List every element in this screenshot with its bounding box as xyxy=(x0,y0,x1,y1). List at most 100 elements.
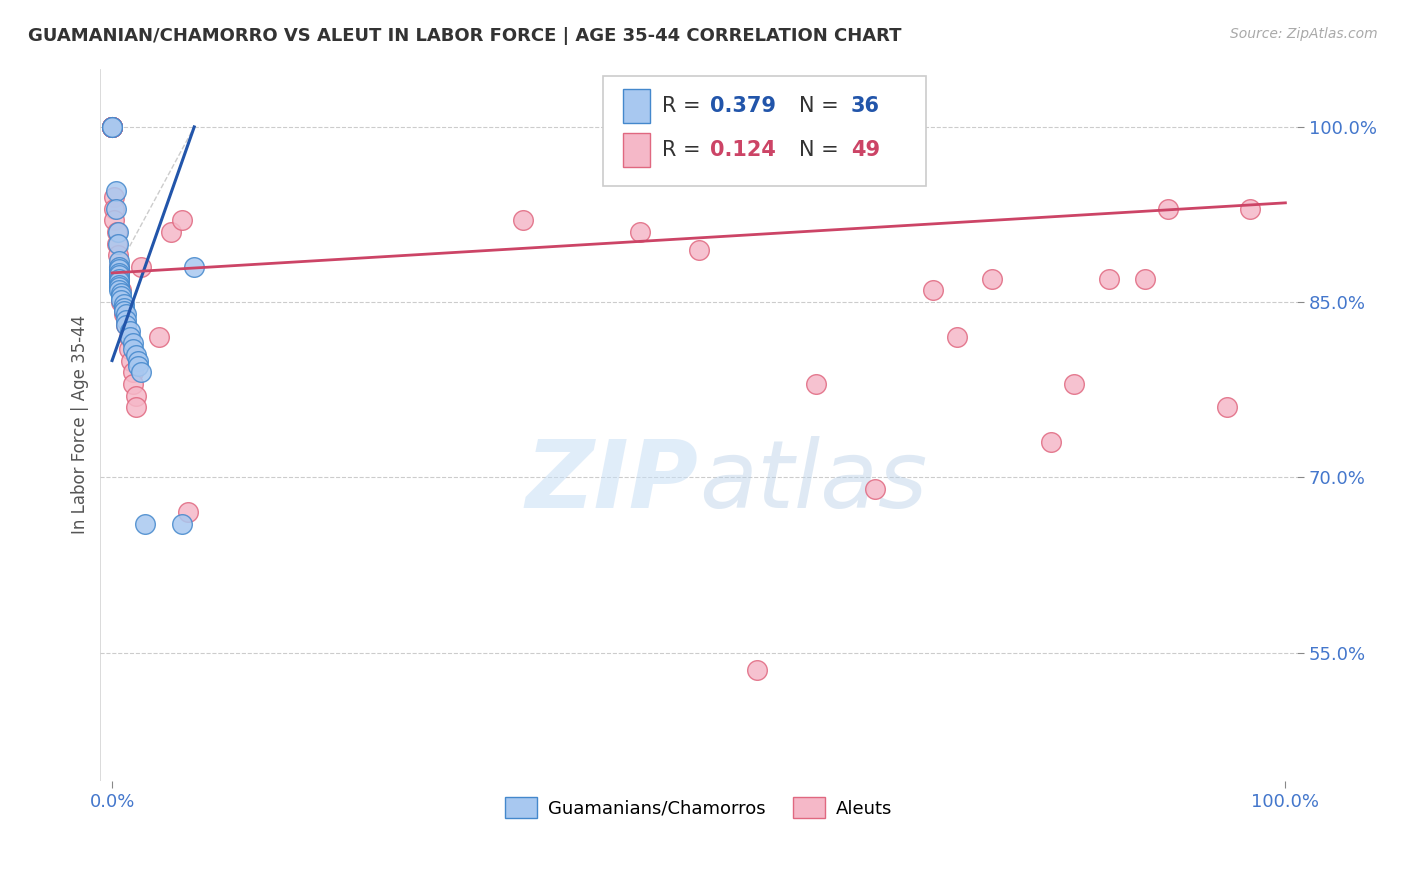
Point xyxy=(946,330,969,344)
Point xyxy=(108,260,131,274)
Point xyxy=(115,318,138,333)
Point xyxy=(110,295,132,310)
Point xyxy=(131,260,153,274)
Point xyxy=(112,297,135,311)
Point xyxy=(101,120,124,134)
Point xyxy=(112,307,135,321)
Point xyxy=(101,120,124,134)
Point xyxy=(110,293,132,307)
Point xyxy=(115,312,138,326)
Point xyxy=(103,213,125,227)
Point xyxy=(1098,272,1121,286)
Point xyxy=(177,505,200,519)
Point xyxy=(1216,401,1239,415)
Point xyxy=(104,202,127,216)
Text: ZIP: ZIP xyxy=(526,436,699,528)
Point xyxy=(688,243,710,257)
Point xyxy=(124,388,146,402)
Point xyxy=(103,190,125,204)
Point xyxy=(110,284,132,298)
Text: N =: N = xyxy=(799,140,845,160)
Point xyxy=(108,268,131,283)
Point xyxy=(159,225,181,239)
Point xyxy=(922,284,945,298)
Point xyxy=(108,260,131,274)
Point xyxy=(1157,202,1180,216)
Point xyxy=(981,272,1004,286)
Point xyxy=(124,401,146,415)
Point xyxy=(127,353,149,368)
Point xyxy=(118,330,141,344)
Text: GUAMANIAN/CHAMORRO VS ALEUT IN LABOR FORCE | AGE 35-44 CORRELATION CHART: GUAMANIAN/CHAMORRO VS ALEUT IN LABOR FOR… xyxy=(28,27,901,45)
Point xyxy=(107,236,129,251)
Point xyxy=(122,336,145,351)
Point xyxy=(108,262,131,277)
Y-axis label: In Labor Force | Age 35-44: In Labor Force | Age 35-44 xyxy=(72,315,89,534)
Point xyxy=(107,248,129,262)
Text: R =: R = xyxy=(662,96,707,116)
Point xyxy=(117,330,139,344)
Point xyxy=(101,120,124,134)
Point xyxy=(115,307,138,321)
Point xyxy=(148,330,170,344)
Legend: Guamanians/Chamorros, Aleuts: Guamanians/Chamorros, Aleuts xyxy=(498,790,900,825)
Text: N =: N = xyxy=(799,96,845,116)
Point xyxy=(112,304,135,318)
Point xyxy=(108,274,131,288)
Point xyxy=(512,213,534,227)
Point xyxy=(105,236,128,251)
Point xyxy=(108,280,131,294)
FancyBboxPatch shape xyxy=(603,76,927,186)
Text: 36: 36 xyxy=(851,96,880,116)
Point xyxy=(101,120,124,134)
Point xyxy=(101,120,124,134)
Point xyxy=(112,301,135,315)
Point xyxy=(105,225,128,239)
Point xyxy=(110,285,132,300)
Point xyxy=(1239,202,1261,216)
Point xyxy=(118,324,141,338)
Point xyxy=(628,225,651,239)
Bar xyxy=(623,133,650,167)
Point xyxy=(101,120,124,134)
Point xyxy=(108,266,131,280)
Point xyxy=(108,277,131,292)
Point xyxy=(103,202,125,216)
Text: atlas: atlas xyxy=(699,436,927,527)
Text: 0.379: 0.379 xyxy=(710,96,776,116)
Point xyxy=(183,260,205,274)
Point xyxy=(747,663,769,677)
Point xyxy=(110,289,132,303)
Point xyxy=(120,353,142,368)
Point xyxy=(101,120,124,134)
Point xyxy=(101,120,124,134)
Point xyxy=(108,254,131,268)
Point xyxy=(127,359,149,374)
Point xyxy=(1039,435,1062,450)
Point xyxy=(122,376,145,391)
Point xyxy=(108,272,131,286)
Bar xyxy=(623,89,650,123)
Point xyxy=(172,213,194,227)
Point xyxy=(172,516,194,531)
Point xyxy=(863,482,886,496)
Point xyxy=(108,284,131,298)
Point xyxy=(101,120,124,134)
Point xyxy=(1133,272,1156,286)
Point xyxy=(124,348,146,362)
Point xyxy=(115,318,138,333)
Point xyxy=(101,120,124,134)
Text: 0.124: 0.124 xyxy=(710,140,775,160)
Text: 49: 49 xyxy=(851,140,880,160)
Point xyxy=(134,516,156,531)
Point xyxy=(104,184,127,198)
Point xyxy=(804,376,827,391)
Point xyxy=(108,272,131,286)
Point xyxy=(131,365,153,379)
Text: R =: R = xyxy=(662,140,707,160)
Point xyxy=(1063,376,1085,391)
Point xyxy=(122,342,145,356)
Point xyxy=(101,120,124,134)
Text: Source: ZipAtlas.com: Source: ZipAtlas.com xyxy=(1230,27,1378,41)
Point xyxy=(122,365,145,379)
